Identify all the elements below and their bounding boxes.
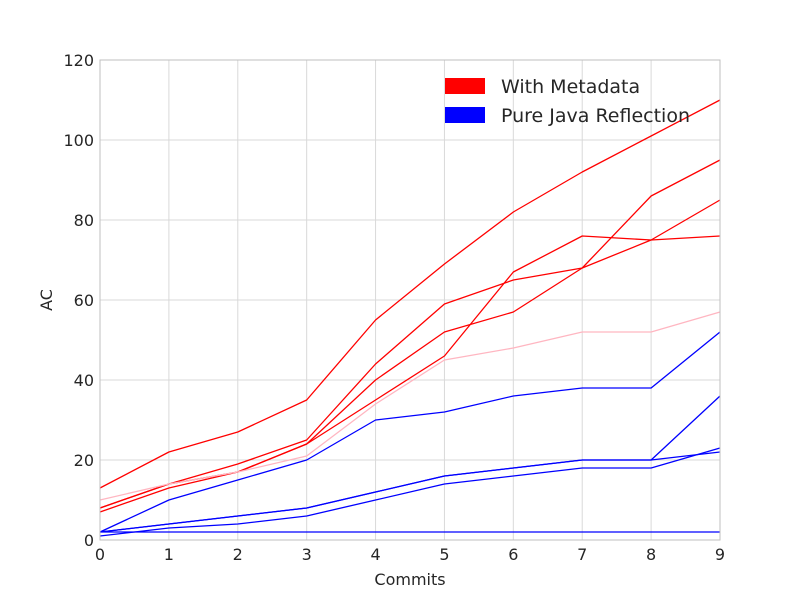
x-tick-label: 2 [233, 545, 243, 564]
y-axis-label: AC [37, 289, 56, 311]
series-line-with-metadata-3 [99, 199, 721, 513]
y-tick-label: 120 [63, 51, 94, 70]
y-tick-label: 60 [74, 291, 94, 310]
x-tick-label: 3 [302, 545, 312, 564]
x-tick-label: 6 [508, 545, 518, 564]
tick-labels: 0 1 2 3 4 5 6 7 8 9 0 20 40 60 80 100 120 [63, 51, 725, 564]
x-axis-label: Commits [374, 570, 445, 589]
y-tick-label: 40 [74, 371, 94, 390]
series-lines [99, 99, 721, 537]
x-tick-label: 9 [715, 545, 725, 564]
x-tick-label: 5 [439, 545, 449, 564]
x-tick-label: 8 [646, 545, 656, 564]
series-line-pure-java-reflection-8 [99, 451, 721, 533]
series-line-with-metadata-5 [99, 311, 721, 501]
x-tick-label: 7 [577, 545, 587, 564]
x-tick-label: 0 [95, 545, 105, 564]
plot-frame [99, 59, 721, 541]
y-tick-label: 20 [74, 451, 94, 470]
series-line-with-metadata-2 [99, 159, 721, 509]
legend-label-with-metadata: With Metadata [501, 76, 640, 98]
y-tick-label: 100 [63, 131, 94, 150]
y-tick-label: 0 [84, 531, 94, 550]
legend-swatch-pure-java-reflection [445, 107, 485, 123]
x-tick-label: 4 [370, 545, 380, 564]
legend-swatch-with-metadata [445, 78, 485, 94]
series-line-with-metadata-1 [99, 99, 721, 489]
legend: With Metadata Pure Java Reflection [445, 76, 690, 127]
series-line-pure-java-reflection-6 [99, 331, 721, 533]
x-tick-label: 1 [164, 545, 174, 564]
legend-label-pure-java-reflection: Pure Java Reflection [501, 105, 690, 127]
series-line-with-metadata-4 [99, 235, 721, 509]
y-tick-label: 80 [74, 211, 94, 230]
series-line-pure-java-reflection-9 [99, 447, 721, 537]
